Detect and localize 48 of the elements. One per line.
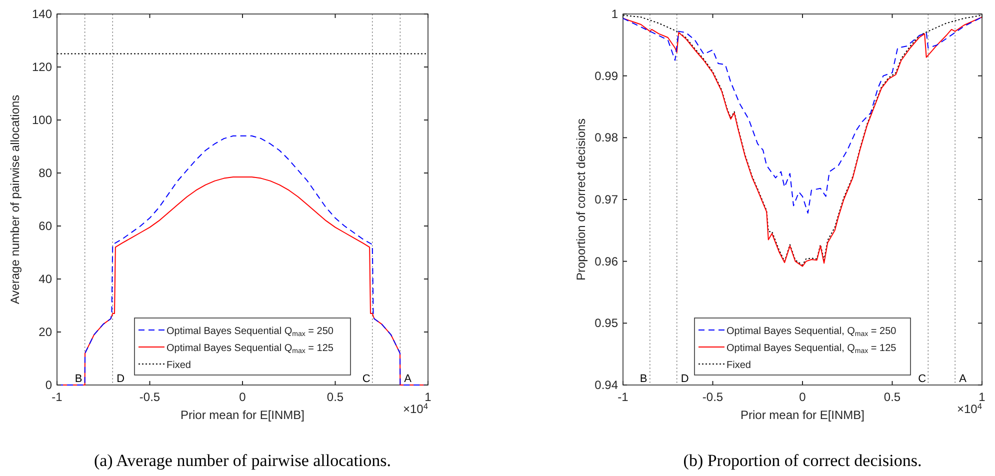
y-tick-label: 120 xyxy=(32,60,52,74)
ref-line-label: B xyxy=(74,373,82,385)
x-tick-label: 0 xyxy=(799,390,806,404)
text: ×10$^{4}$ xyxy=(402,401,428,416)
x-tick-label: 1 xyxy=(978,390,986,404)
y-tick-label: 0.99 xyxy=(594,68,618,83)
ref-line-label: A xyxy=(959,373,968,385)
legend-label: Optimal Bayes Sequential Q$_{max}$ = 250 xyxy=(166,326,334,338)
legend-label: Fixed xyxy=(726,360,751,371)
x-axis-title: Prior mean for E[INMB] xyxy=(740,408,865,422)
x-tick-label: 0 xyxy=(239,390,246,404)
legend-label: Optimal Bayes Sequential, Q$_{max}$ = 125 xyxy=(726,343,897,356)
text: ×10$^{4}$ xyxy=(956,401,982,416)
y-tick-label: 0.94 xyxy=(594,378,618,392)
x-tick-label: -0.5 xyxy=(139,390,160,404)
text: (a) Average number of pairwise allocations. xyxy=(94,451,392,470)
x-tick-label: -1 xyxy=(52,390,63,404)
y-axis-title: Average number of pairwise allocations xyxy=(8,94,22,304)
text: (b) Proportion of correct decisions. xyxy=(683,451,922,470)
ref-line-label: C xyxy=(362,373,370,385)
x-tick-label: -1 xyxy=(618,390,629,404)
ref-line-label: C xyxy=(918,373,926,385)
y-tick-label: 0 xyxy=(45,378,52,392)
y-axis-title: Proportion of correct decisions xyxy=(574,118,588,281)
ref-line-label: D xyxy=(680,373,689,385)
ref-line-label: A xyxy=(404,373,412,385)
x-axis-title: Prior mean for E[INMB] xyxy=(180,408,305,422)
legend-label: Fixed xyxy=(166,360,191,371)
y-tick-label: 20 xyxy=(38,325,52,339)
line-series xyxy=(622,16,982,214)
y-tick-label: 80 xyxy=(38,166,52,180)
x-tick-label: 0.5 xyxy=(326,390,344,404)
y-tick-label: 100 xyxy=(32,113,52,127)
y-tick-label: 60 xyxy=(38,219,52,233)
y-tick-label: 0.96 xyxy=(594,254,618,268)
x-tick-label: 0.5 xyxy=(884,390,901,404)
y-tick-label: 1 xyxy=(611,7,618,21)
x-tick-label: 1 xyxy=(424,390,432,404)
y-tick-label: 0.98 xyxy=(594,130,618,145)
ref-line-label: D xyxy=(116,373,125,385)
legend-label: Optimal Bayes Sequential Q$_{max}$ = 125 xyxy=(166,343,334,356)
y-tick-label: 40 xyxy=(38,272,52,286)
y-tick-label: 140 xyxy=(32,7,52,21)
legend-label: Optimal Bayes Sequential, Q$_{max}$ = 250 xyxy=(726,326,897,338)
x-tick-label: -0.5 xyxy=(702,390,724,404)
y-tick-label: 0.95 xyxy=(594,316,618,330)
ref-line-label: B xyxy=(640,373,648,385)
y-tick-label: 0.97 xyxy=(594,192,618,206)
